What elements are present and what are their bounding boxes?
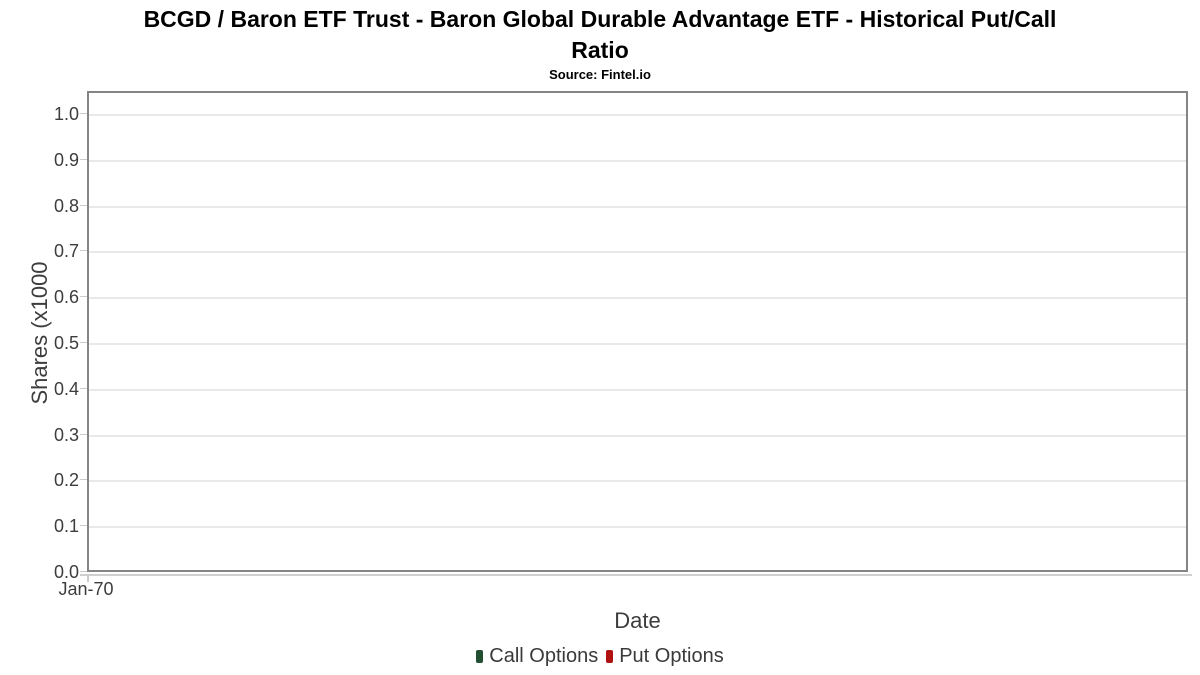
y-axis-tick-label: 0.0 [53, 562, 79, 582]
y-axis-tick [80, 479, 87, 480]
chart-source: Source: Fintel.io [549, 67, 651, 82]
y-axis-tick [80, 571, 87, 572]
gridline [89, 160, 1186, 162]
y-axis-tick [80, 388, 87, 389]
x-axis-title: Date [614, 608, 661, 633]
y-axis-tick-label: 0.7 [53, 241, 79, 261]
y-axis-tick-labels: 0.0 0.1 0.2 0.3 0.4 0.5 0.6 0.7 0.8 0.9 1.0 [0, 0, 87, 675]
gridline [89, 206, 1186, 208]
gridline [89, 480, 1186, 482]
y-axis-tick-label: 0.4 [53, 379, 79, 399]
legend-label-put-options: Put Options [619, 645, 724, 667]
y-axis-tick [80, 296, 87, 297]
gridline [89, 297, 1186, 299]
gridline [89, 343, 1186, 345]
y-axis-tick [80, 159, 87, 160]
y-axis-tick-label: 0.3 [53, 425, 79, 445]
y-axis-tick [80, 525, 87, 526]
y-axis-tick-label: 0.6 [53, 287, 79, 307]
chart-title: BCGD / Baron ETF Trust - Baron Global Du… [0, 4, 1200, 66]
y-axis-tick [80, 250, 87, 251]
gridline [89, 251, 1186, 253]
y-axis-tick-label: 0.9 [53, 150, 79, 170]
legend-label-call-options: Call Options [489, 645, 599, 667]
put-options-marker [606, 650, 614, 663]
y-axis-tick [80, 434, 87, 435]
y-axis-tick-label: 1.0 [53, 104, 79, 124]
chart-title-line1: BCGD / Baron ETF Trust - Baron Global Du… [143, 6, 1057, 32]
y-axis-tick-label: 0.1 [53, 516, 79, 536]
gridline [89, 526, 1186, 528]
y-axis-tick-label: 0.8 [53, 196, 79, 216]
legend: Call Options Put Options [0, 645, 1200, 668]
legend-item-put-options[interactable]: Put Options [606, 645, 724, 668]
x-axis-line [80, 574, 1192, 576]
y-axis-tick-label: 0.5 [53, 333, 79, 353]
gridline [89, 114, 1186, 116]
call-options-marker [476, 650, 484, 663]
legend-item-call-options[interactable]: Call Options [476, 645, 598, 668]
x-axis-tick [87, 574, 89, 582]
gridline [89, 389, 1186, 391]
gridline [89, 435, 1186, 437]
x-axis-tick-label: Jan-70 [58, 579, 114, 599]
y-axis-tick-label: 0.2 [53, 470, 79, 490]
chart-title-line2: Ratio [571, 37, 629, 63]
y-axis-tick [80, 113, 87, 114]
plot-area [87, 91, 1188, 572]
y-axis-tick [80, 205, 87, 206]
y-axis-tick [80, 342, 87, 343]
